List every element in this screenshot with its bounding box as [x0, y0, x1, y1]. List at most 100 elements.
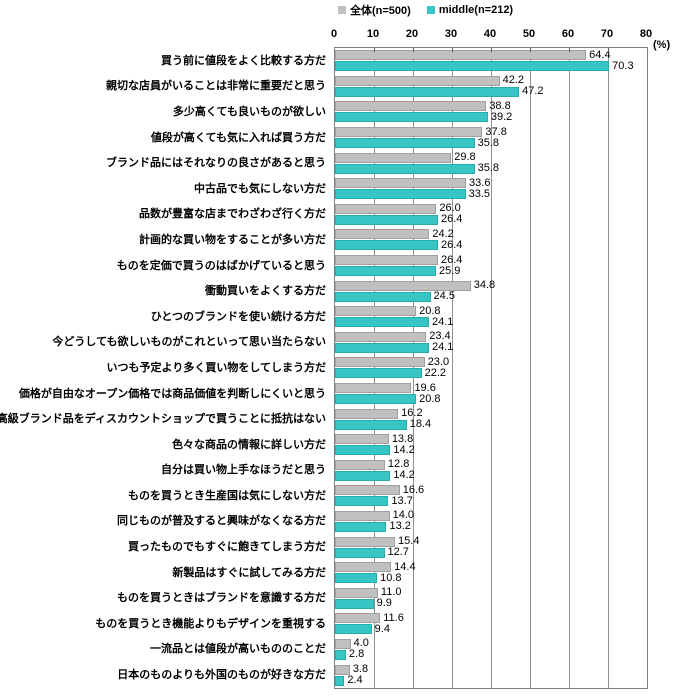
- value-label: 14.4: [394, 560, 416, 573]
- bar-middle: [335, 496, 389, 507]
- bar-row-middle: 24.1: [335, 341, 647, 354]
- bar-middle: [335, 521, 387, 532]
- x-tick-label: 30: [444, 28, 458, 40]
- bar-zentai: [335, 229, 430, 240]
- gridline: [569, 48, 570, 688]
- bar-row-middle: 9.4: [335, 622, 647, 635]
- bar-group: 14.0 13.2: [335, 509, 647, 535]
- bar-group: 37.8 35.8: [335, 125, 647, 151]
- bar-row-middle: 39.2: [335, 110, 647, 123]
- value-label: 13.7: [391, 494, 413, 507]
- bar-zentai: [335, 536, 396, 547]
- bar-group: 33.6 33.5: [335, 176, 647, 202]
- bar-row-middle: 25.9: [335, 265, 647, 277]
- bar-middle: [335, 112, 488, 123]
- legend-swatch-middle-icon: [426, 6, 435, 14]
- bar-row-middle: 24.1: [335, 316, 647, 328]
- value-label: 12.7: [387, 546, 409, 559]
- bar-zentai: [335, 587, 378, 598]
- bar-row-middle: 14.2: [335, 443, 647, 456]
- bar-group: 29.8 35.8: [335, 150, 647, 176]
- bar-middle: [335, 138, 475, 149]
- bar-group: 20.8 24.1: [335, 304, 647, 330]
- bar-row-middle: 24.5: [335, 291, 647, 302]
- bar-group: 16.6 13.7: [335, 483, 647, 509]
- bar-group: 15.4 12.7: [335, 534, 647, 560]
- value-label: 70.3: [612, 59, 634, 72]
- bar-middle: [335, 649, 346, 660]
- bar-group: 19.6 20.8: [335, 381, 647, 407]
- value-label: 3.8: [352, 663, 369, 676]
- bar-group: 16.2 18.4: [335, 406, 647, 432]
- bar-middle: [335, 675, 345, 686]
- bar-middle: [335, 368, 422, 379]
- value-label: 2.4: [347, 674, 363, 687]
- bar-zentai: [335, 331, 427, 342]
- category-label: 日本のものよりも外国のものが好きな方だ: [117, 669, 326, 682]
- bar-zentai: [335, 152, 452, 163]
- category-label: 価格が自由なオープン価格では商品価値を判断しにくいと思う: [18, 387, 326, 400]
- gridline: [491, 48, 492, 688]
- bar-row-middle: 70.3: [335, 59, 647, 72]
- bar-row-zentai: 33.6: [335, 176, 647, 189]
- gridline: [413, 48, 414, 688]
- axis-tick: [413, 48, 414, 52]
- value-label: 9.4: [374, 622, 390, 635]
- category-label: 親切な店員がいることは非常に重要だと思う: [106, 80, 326, 93]
- bar-row-zentai: 11.0: [335, 587, 647, 598]
- bar-row-zentai: 15.4: [335, 536, 647, 547]
- category-label: 衝動買いをよくする方だ: [205, 285, 326, 298]
- category-label: いつも予定より多く買い物をしてしまう方だ: [106, 361, 326, 374]
- value-label: 33.6: [469, 176, 491, 189]
- bar-group: 23.0 22.2: [335, 355, 647, 381]
- x-tick-label: 20: [405, 28, 419, 40]
- axis-tick: [608, 48, 609, 52]
- bar-row-middle: 35.8: [335, 163, 647, 174]
- legend: 全体(n=500) middle(n=212): [338, 2, 513, 18]
- value-label: 24.2: [432, 227, 454, 240]
- bar-middle: [335, 598, 374, 609]
- value-label: 38.8: [489, 99, 511, 112]
- bar-row-middle: 35.8: [335, 137, 647, 149]
- category-label: ブランド品にはそれなりの良さがあると思う: [106, 157, 326, 170]
- bar-zentai: [335, 638, 351, 649]
- category-label: ひとつのブランドを使い続ける方だ: [150, 310, 326, 323]
- bar-row-zentai: 4.0: [335, 637, 647, 650]
- category-label: ものを買うとき生産国は気にしない方だ: [128, 489, 326, 502]
- bar-row-zentai: 29.8: [335, 152, 647, 163]
- bar-zentai: [335, 306, 417, 317]
- bar-middle: [335, 214, 438, 225]
- bar-group: 34.8 24.5: [335, 278, 647, 304]
- bar-middle: [335, 61, 610, 72]
- bar-middle: [335, 342, 429, 353]
- bar-row-middle: 12.7: [335, 546, 647, 559]
- bar-row-zentai: 12.8: [335, 459, 647, 470]
- x-tick-label: 40: [483, 28, 497, 40]
- value-label: 47.2: [522, 85, 544, 98]
- value-label: 39.2: [490, 110, 513, 123]
- bar-middle: [335, 573, 378, 584]
- x-tick-label: 50: [522, 28, 536, 40]
- value-label: 22.2: [424, 366, 446, 379]
- category-label: 色々な商品の情報に詳しい方だ: [172, 438, 326, 451]
- value-label: 13.2: [389, 520, 411, 533]
- category-label: ものを買うときはブランドを意識する方だ: [117, 592, 326, 605]
- bar-group: 11.0 9.9: [335, 585, 647, 611]
- value-label: 24.1: [431, 341, 454, 354]
- category-label: ものを定価で買うのはばかげていると思う: [116, 259, 326, 272]
- bar-middle: [335, 291, 431, 302]
- bar-middle: [335, 189, 466, 200]
- x-tick-label: 0: [330, 28, 338, 40]
- bar-row-zentai: 24.2: [335, 227, 647, 240]
- bar-row-zentai: 3.8: [335, 663, 647, 676]
- bar-row-zentai: 64.4: [335, 49, 647, 61]
- value-label: 4.0: [353, 637, 369, 650]
- bar-middle: [335, 445, 391, 456]
- bar-row-middle: 9.9: [335, 598, 647, 609]
- bar-row-zentai: 26.4: [335, 254, 647, 266]
- value-label: 26.4: [440, 213, 463, 226]
- bar-row-middle: 14.2: [335, 470, 647, 481]
- bar-row-zentai: 14.0: [335, 510, 647, 521]
- value-label: 14.2: [393, 443, 415, 456]
- bar-zentai: [335, 127, 483, 138]
